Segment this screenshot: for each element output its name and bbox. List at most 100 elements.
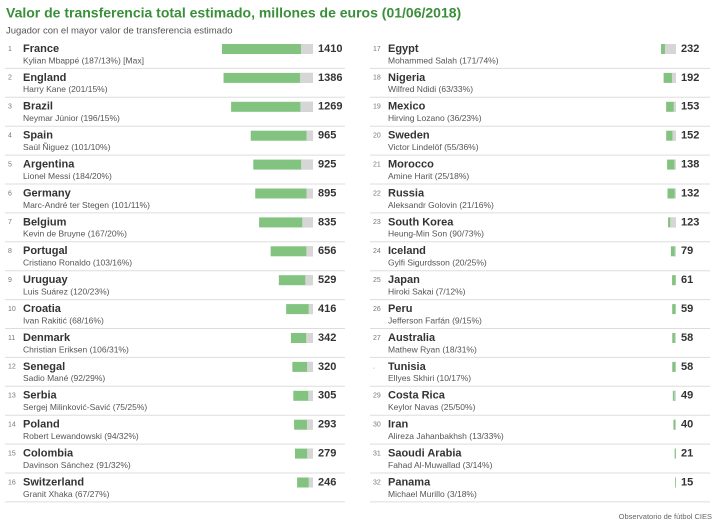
country: Serbia — [23, 390, 58, 402]
player: Neymar Júnior (196/15%) — [23, 113, 120, 123]
value-label: 1269 — [318, 101, 342, 113]
country: Denmark — [23, 332, 71, 344]
rank: 22 — [373, 190, 381, 197]
player-bar — [300, 73, 313, 83]
country: Egypt — [388, 43, 419, 55]
country: Saoudi Arabia — [388, 448, 462, 460]
player-bar — [307, 449, 313, 459]
player: Luis Suárez (120/23%) — [23, 286, 110, 296]
player-bar — [675, 362, 676, 372]
value-label: 320 — [318, 361, 336, 373]
value-label: 59 — [681, 303, 693, 315]
player-bar — [675, 333, 676, 343]
player-bar — [307, 420, 313, 430]
player-bar — [672, 131, 676, 141]
country: Argentina — [23, 159, 75, 171]
country: Japan — [388, 274, 420, 286]
country: Sweden — [388, 130, 430, 142]
rank: 30 — [373, 422, 381, 429]
country: Panama — [388, 476, 431, 488]
player-bar — [665, 44, 676, 54]
player-bar — [309, 304, 313, 314]
country: Iran — [388, 419, 408, 431]
country: Croatia — [23, 303, 62, 315]
country: Germany — [23, 187, 72, 199]
value-label: 152 — [681, 130, 699, 142]
player: Saúl Ñiguez (101/10%) — [23, 142, 111, 152]
value-label: 416 — [318, 303, 336, 315]
player-bar — [674, 102, 676, 112]
player-bar — [301, 160, 313, 170]
player: Hirving Lozano (36/23%) — [388, 113, 482, 123]
player: Christian Eriksen (106/31%) — [23, 344, 129, 354]
player-bar — [675, 420, 676, 430]
player: Marc-André ter Stegen (101/11%) — [23, 200, 150, 210]
player: Granit Xhaka (67/27%) — [23, 489, 110, 499]
rank: 15 — [8, 450, 16, 457]
rank: 2 — [8, 75, 12, 82]
player: Heung-Min Son (90/73%) — [388, 229, 484, 239]
player: Sadio Mané (92/29%) — [23, 373, 105, 383]
value-label: 305 — [318, 390, 336, 402]
player-bar — [305, 275, 313, 285]
country: Switzerland — [23, 476, 84, 488]
bar — [224, 73, 313, 83]
value-label: 123 — [681, 216, 699, 228]
value-label: 279 — [318, 448, 336, 460]
rank: . — [373, 364, 375, 371]
country: Uruguay — [23, 274, 69, 286]
rank: 17 — [373, 46, 381, 53]
player-bar — [672, 73, 676, 83]
value-label: 79 — [681, 245, 693, 257]
player: Jefferson Farfán (9/15%) — [388, 315, 482, 325]
player-bar — [675, 189, 676, 199]
player-bar — [302, 217, 313, 227]
rank: 8 — [8, 248, 12, 255]
rank: 7 — [8, 219, 12, 226]
rank: 12 — [8, 364, 16, 371]
country: Iceland — [388, 245, 426, 257]
value-label: 835 — [318, 216, 336, 228]
country: Mexico — [388, 101, 426, 113]
rank: 24 — [373, 248, 381, 255]
bar — [222, 44, 313, 54]
rank: 11 — [8, 335, 15, 342]
value-label: 1386 — [318, 72, 342, 84]
player: Gylfi Sigurdsson (20/25%) — [388, 258, 487, 268]
country: Spain — [23, 130, 53, 142]
value-label: 1410 — [318, 43, 342, 55]
country: South Korea — [388, 216, 454, 228]
player-bar — [300, 102, 313, 112]
country: England — [23, 72, 66, 84]
player: Keylor Navas (25/50%) — [388, 402, 476, 412]
player-bar — [674, 160, 676, 170]
player: Ivan Rakitić (68/16%) — [23, 315, 104, 325]
player: Fahad Al-Muwallad (3/14%) — [388, 460, 493, 470]
player-bar — [306, 333, 313, 343]
player: Wilfred Ndidi (63/33%) — [388, 84, 473, 94]
rank: 6 — [8, 190, 12, 197]
country: Colombia — [23, 448, 74, 460]
player-bar — [675, 304, 676, 314]
value-label: 192 — [681, 72, 699, 84]
value-label: 58 — [681, 332, 693, 344]
rank: 14 — [8, 422, 16, 429]
bar — [255, 189, 313, 199]
rank: 27 — [373, 335, 381, 342]
player-bar — [675, 246, 676, 256]
rank: 10 — [8, 306, 16, 313]
rank: 16 — [8, 479, 16, 486]
value-label: 15 — [681, 476, 693, 488]
rank: 21 — [373, 161, 381, 168]
country: France — [23, 43, 59, 55]
rank: 26 — [373, 306, 381, 313]
country: Australia — [388, 332, 436, 344]
player: Kevin de Bruyne (167/20%) — [23, 229, 127, 239]
rank: 29 — [373, 393, 381, 400]
rank: 4 — [8, 133, 12, 140]
value-label: 925 — [318, 159, 336, 171]
player-bar — [309, 478, 313, 488]
country: Senegal — [23, 361, 65, 373]
country: Morocco — [388, 159, 434, 171]
